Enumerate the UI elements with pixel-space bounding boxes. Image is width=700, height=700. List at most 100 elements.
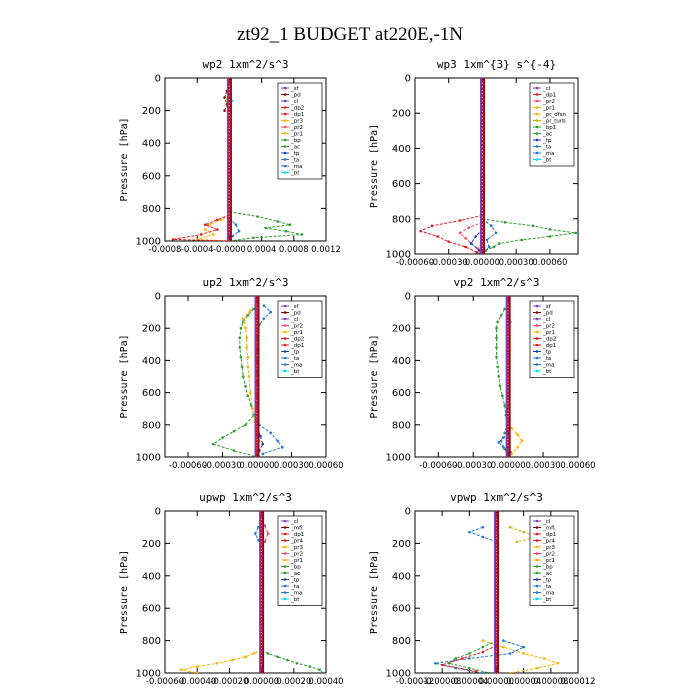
chart-panel: wp3 1xm^{3} s^{-4}02004006008001000-0.00… bbox=[369, 58, 579, 268]
x-tick-label: 0.00012 bbox=[560, 677, 595, 687]
series-point bbox=[232, 429, 236, 433]
zero-profile-point bbox=[228, 102, 231, 106]
zero-profile-point bbox=[260, 564, 263, 568]
zero-profile-point bbox=[506, 352, 510, 356]
legend-marker bbox=[535, 304, 539, 308]
series-point bbox=[496, 320, 499, 324]
zero-profile-point bbox=[260, 590, 263, 594]
y-tick-label: 800 bbox=[392, 420, 411, 431]
zero-profile-point bbox=[481, 203, 484, 207]
legend-entry: _pr3 bbox=[290, 119, 304, 125]
series-point bbox=[252, 652, 255, 655]
legend-marker bbox=[283, 578, 287, 581]
series-line bbox=[256, 427, 264, 451]
series-point bbox=[434, 661, 437, 665]
panel-title: vpwp 1xm^2/s^3 bbox=[450, 491, 543, 504]
zero-profile-point bbox=[481, 249, 484, 252]
y-tick-label: 800 bbox=[142, 636, 161, 647]
zero-profile-point bbox=[481, 220, 484, 224]
zero-profile-point bbox=[255, 359, 259, 362]
zero-profile-point bbox=[495, 619, 498, 623]
series-point bbox=[264, 226, 267, 230]
zero-profile-point bbox=[481, 252, 484, 254]
zero-profile-point bbox=[481, 238, 484, 242]
panel-title: wp2 1xm^2/s^3 bbox=[202, 58, 288, 71]
zero-profile-point bbox=[260, 597, 263, 600]
series-point bbox=[477, 249, 481, 252]
zero-profile-point bbox=[506, 433, 510, 436]
zero-profile-point bbox=[506, 359, 510, 362]
zero-profile-point bbox=[495, 551, 498, 555]
series-line bbox=[419, 214, 483, 254]
legend-marker bbox=[535, 145, 539, 148]
zero-profile-point bbox=[260, 519, 263, 523]
x-tick-label: -0.00020 bbox=[210, 677, 248, 687]
series-point bbox=[295, 661, 299, 665]
zero-profile-point bbox=[260, 580, 263, 584]
zero-profile-point bbox=[255, 346, 259, 349]
legend-entry: _bt bbox=[290, 597, 300, 603]
legend-entry: _pr2 bbox=[290, 552, 303, 558]
y-tick-label: 1000 bbox=[136, 669, 161, 680]
plot-area bbox=[434, 511, 560, 673]
zero-profile-point bbox=[506, 416, 510, 420]
legend-marker bbox=[535, 526, 539, 529]
zero-profile-point bbox=[506, 313, 510, 317]
legend-entry: _dp2 bbox=[290, 337, 304, 343]
series-point bbox=[269, 431, 273, 435]
zero-profile-point bbox=[255, 330, 259, 333]
legend-marker bbox=[535, 584, 539, 588]
series-point bbox=[503, 404, 506, 407]
series-point bbox=[494, 231, 498, 235]
series-point bbox=[501, 394, 504, 398]
legend-entry: _dp1 bbox=[290, 343, 304, 349]
zero-profile-point bbox=[495, 561, 498, 565]
series-point bbox=[216, 228, 219, 231]
legend-entry: _bp bbox=[290, 565, 301, 571]
zero-profile-point bbox=[260, 516, 263, 519]
zero-profile-point bbox=[495, 603, 498, 607]
legend-marker bbox=[535, 578, 539, 581]
zero-profile-point bbox=[481, 182, 484, 186]
zero-profile-point bbox=[255, 333, 259, 337]
zero-profile-point bbox=[481, 122, 484, 126]
zero-profile-point bbox=[260, 606, 263, 610]
y-tick-label: 200 bbox=[392, 109, 411, 120]
zero-profile-point bbox=[495, 538, 498, 542]
zero-profile-point bbox=[228, 145, 231, 148]
zero-profile-point bbox=[228, 135, 231, 139]
legend-marker bbox=[535, 591, 539, 594]
series-point bbox=[520, 439, 524, 443]
zero-profile-point bbox=[260, 600, 263, 604]
x-tick-label: -0.00030 bbox=[430, 258, 468, 268]
zero-profile-point bbox=[481, 94, 484, 97]
zero-profile-point bbox=[255, 307, 259, 311]
y-tick-label: 200 bbox=[142, 539, 161, 550]
zero-profile-point bbox=[506, 310, 510, 314]
zero-profile-point bbox=[506, 384, 510, 388]
legend-entry: _ma bbox=[290, 363, 302, 369]
y-axis-label: Pressure [hPa] bbox=[369, 550, 380, 634]
zero-profile-point bbox=[228, 112, 231, 116]
legend-entry: _tp bbox=[542, 578, 552, 584]
series-point bbox=[503, 307, 506, 311]
zero-profile-point bbox=[255, 394, 259, 398]
zero-profile-point bbox=[255, 442, 259, 446]
zero-profile-point bbox=[506, 355, 510, 359]
zero-profile-point bbox=[506, 317, 510, 320]
legend-entry: _pd bbox=[290, 93, 301, 99]
series-point bbox=[276, 439, 280, 443]
legend-marker bbox=[535, 552, 539, 555]
x-tick-label: 0.0004 bbox=[247, 245, 277, 255]
zero-profile-point bbox=[506, 301, 510, 304]
y-axis-label: Pressure [hPa] bbox=[369, 334, 380, 418]
legend-marker bbox=[283, 164, 287, 168]
legend-marker bbox=[283, 519, 287, 523]
series-point bbox=[503, 431, 506, 435]
zero-profile-point bbox=[228, 151, 231, 155]
figure-title: zt92_1 BUDGET at220E,-1N bbox=[237, 24, 463, 45]
zero-profile-point bbox=[255, 445, 259, 449]
zero-profile-point bbox=[495, 616, 498, 620]
zero-profile-point bbox=[495, 606, 498, 610]
zero-profile-point bbox=[255, 420, 259, 423]
